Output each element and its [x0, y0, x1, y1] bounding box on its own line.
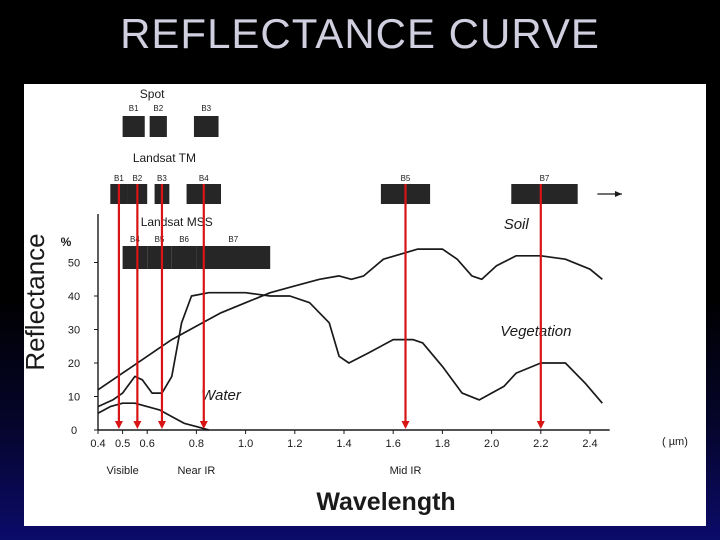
series-line-soil	[97, 248, 603, 391]
sensor-band-label: B1	[114, 174, 124, 183]
region-label: Visible	[106, 465, 138, 477]
y-tick-label: 50	[68, 258, 80, 270]
sensor-name: Landsat MSS	[141, 215, 213, 229]
x-tick-label: 1.8	[435, 438, 450, 450]
sensor-band-label: B7	[228, 235, 238, 244]
y-tick-label: 20	[68, 358, 80, 370]
x-tick-label: 2.0	[484, 438, 499, 450]
x-unit-label: ( µm)	[662, 436, 688, 448]
sensor-band-label: B2	[132, 174, 142, 183]
sensor-band-label: B3	[157, 174, 167, 183]
y-axis-title: Reflectance	[24, 233, 50, 370]
sensor-band-label: B3	[201, 104, 211, 113]
wavelength-marker-arrowhead	[114, 421, 123, 429]
sensor-band-label: B5	[401, 174, 411, 183]
x-tick-label: 0.5	[115, 438, 130, 450]
sensor-band-bar	[122, 246, 148, 269]
sensor-band-bar	[511, 184, 578, 204]
wavelength-marker-arrowhead	[199, 421, 208, 429]
sensor-band-bar	[171, 246, 197, 269]
sensor-band-label: B6	[179, 235, 189, 244]
series-line-vegetation	[97, 291, 603, 408]
sensor-band-label: B4	[130, 235, 140, 244]
sensor-name: Landsat TM	[133, 151, 196, 165]
wavelength-marker-arrowhead	[536, 421, 545, 429]
chart-panel: Reflectance % Wavelength ( µm) 0 10 20 30 40…	[24, 84, 706, 526]
y-tick-label: 10	[68, 392, 80, 404]
sensor-band-bar	[196, 246, 271, 269]
x-tick-label: 1.4	[336, 438, 351, 450]
y-tick-label: 30	[68, 325, 80, 337]
x-tick-label: 2.2	[533, 438, 548, 450]
region-label: Near IR	[177, 465, 215, 477]
sensor-band-label: B4	[199, 174, 209, 183]
series-label: Vegetation	[500, 323, 571, 340]
x-tick-label: 1.0	[238, 438, 253, 450]
series-label: Soil	[504, 216, 530, 233]
y-tick-label: 40	[68, 291, 80, 303]
wavelength-marker-arrowhead	[133, 421, 142, 429]
continuation-arrowhead	[614, 191, 622, 197]
reflectance-chart: Reflectance % Wavelength ( µm) 0 10 20 30 40…	[24, 87, 688, 516]
wavelength-marker-arrowhead	[401, 421, 410, 429]
series-line-water	[97, 402, 209, 431]
wavelength-marker-arrowhead	[157, 421, 166, 429]
y-tick-label: 0	[71, 425, 77, 437]
x-tick-label: 1.2	[287, 438, 302, 450]
sensor-band-label: B2	[153, 104, 163, 113]
sensor-band-label: B7	[540, 174, 550, 183]
x-tick-label: 0.4	[90, 438, 105, 450]
x-axis-title: Wavelength	[316, 488, 455, 516]
sensor-name: Spot	[140, 87, 165, 101]
sensor-band-label: B1	[129, 104, 139, 113]
region-label: Mid IR	[390, 465, 422, 477]
slide-title: REFLECTANCE CURVE	[120, 10, 600, 57]
sensor-band-bar	[193, 116, 219, 137]
x-tick-label: 0.8	[189, 438, 204, 450]
series-label: Water	[201, 387, 242, 404]
y-unit-label: %	[61, 235, 72, 249]
x-tick-label: 1.6	[386, 438, 401, 450]
sensor-band-bar	[122, 116, 145, 137]
x-tick-label: 2.4	[582, 438, 597, 450]
sensor-band-label: B5	[155, 235, 165, 244]
sensor-band-bar	[149, 116, 167, 137]
x-tick-label: 0.6	[140, 438, 155, 450]
sensor-band-bar	[147, 246, 172, 269]
